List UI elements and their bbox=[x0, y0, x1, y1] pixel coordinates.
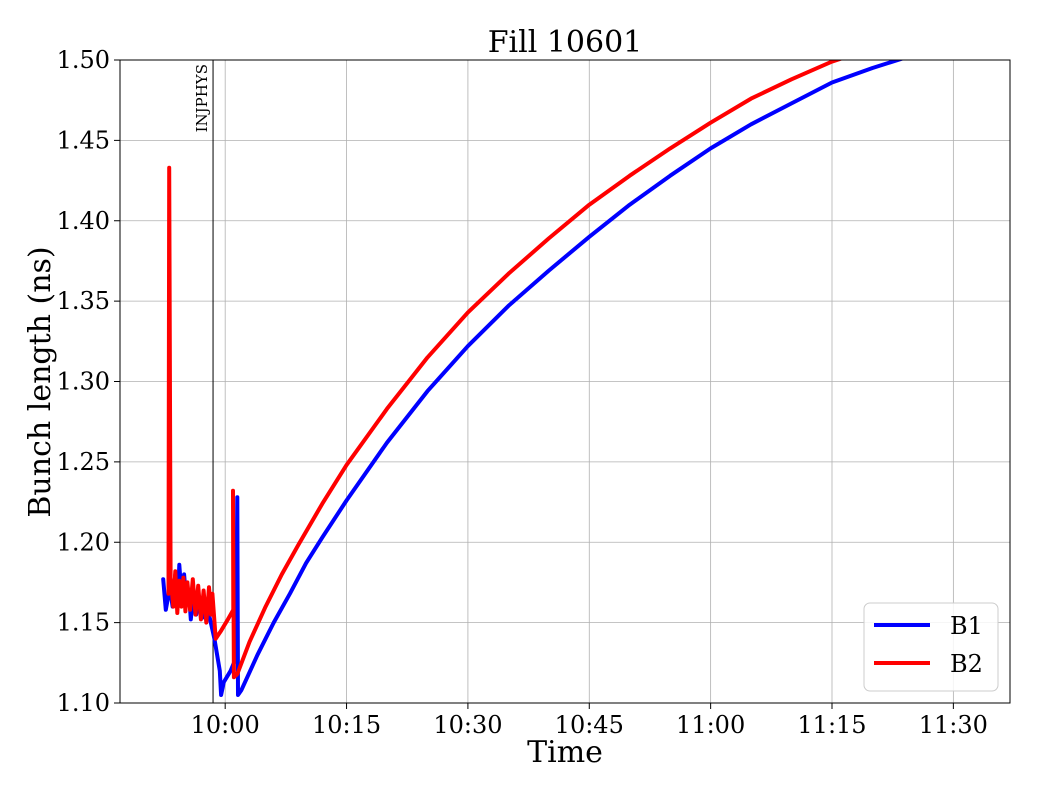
y-tick-label: 1.50 bbox=[57, 46, 110, 74]
x-tick-label: 11:30 bbox=[919, 711, 988, 739]
injphys-annotation-label: INJPHYS bbox=[193, 64, 211, 132]
y-tick-label: 1.45 bbox=[57, 126, 110, 154]
y-tick-label: 1.35 bbox=[57, 287, 110, 315]
y-tick-label: 1.15 bbox=[57, 609, 110, 637]
series-line-b2 bbox=[166, 60, 844, 680]
y-tick-label: 1.10 bbox=[57, 689, 110, 717]
y-tick-label: 1.20 bbox=[57, 528, 110, 556]
x-axis-label: Time bbox=[527, 735, 603, 770]
series-group bbox=[161, 60, 905, 697]
y-tick-label: 1.30 bbox=[57, 368, 110, 396]
chart-title: Fill 10601 bbox=[488, 25, 643, 60]
y-axis-label: Bunch length (ns) bbox=[23, 246, 58, 517]
legend-label-b1: B1 bbox=[950, 612, 983, 640]
x-tick-label: 10:15 bbox=[312, 711, 381, 739]
legend-label-b2: B2 bbox=[950, 650, 983, 678]
x-tick-label: 10:00 bbox=[191, 711, 260, 739]
y-tick-label: 1.25 bbox=[57, 448, 110, 476]
x-tick-label: 10:30 bbox=[433, 711, 502, 739]
x-tick-label: 10:45 bbox=[555, 711, 624, 739]
y-axis-ticks: 1.10 1.15 1.20 1.25 1.30 1.35 1.40 1.45 1.50 bbox=[57, 46, 120, 717]
x-axis-ticks: 10:00 10:15 10:30 10:45 11:00 11:15 11:30 bbox=[191, 703, 988, 739]
y-tick-label: 1.40 bbox=[57, 207, 110, 235]
x-tick-label: 11:15 bbox=[797, 711, 866, 739]
x-tick-label: 11:00 bbox=[676, 711, 745, 739]
